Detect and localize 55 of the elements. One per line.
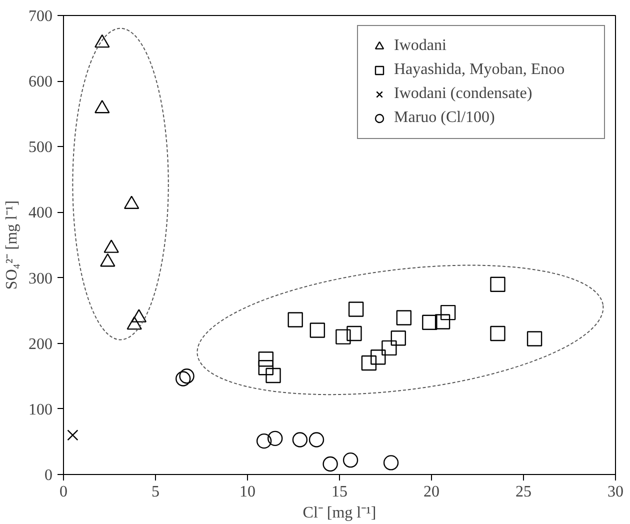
point [361, 355, 377, 371]
point [100, 253, 116, 267]
point [440, 304, 456, 320]
point [266, 368, 281, 384]
legend-label: Maruo (Cl/100) [394, 109, 496, 127]
x-tick-label: 10 [240, 484, 256, 500]
point [268, 430, 283, 446]
point [490, 276, 506, 292]
point [310, 322, 326, 338]
point [176, 371, 191, 386]
point [258, 351, 274, 367]
point [292, 432, 308, 448]
point [308, 432, 324, 448]
y-tick-label: 0 [44, 467, 52, 484]
x-tick-label: 25 [516, 484, 532, 500]
x-tick-label: 20 [424, 484, 440, 500]
point [336, 329, 351, 344]
point [256, 433, 272, 449]
y-axis-title: SO₄²⁻ [mg l⁻¹] [4, 200, 20, 290]
point [396, 310, 412, 326]
point [67, 430, 78, 441]
y-tick-label: 300 [28, 270, 52, 288]
point [346, 326, 362, 342]
point [322, 456, 338, 472]
point [348, 302, 364, 317]
point [258, 360, 274, 376]
y-tick-label: 200 [28, 336, 52, 353]
point [288, 312, 303, 328]
x-tick-label: 15 [332, 484, 348, 500]
y-tick-label: 600 [28, 74, 52, 91]
y-tick-label: 400 [28, 204, 52, 222]
point [383, 455, 399, 470]
x-axis-title: Cl⁻ [mg l⁻¹] [302, 504, 376, 522]
point [124, 196, 140, 209]
legend-label: Hayashida, Myoban, Enoo [394, 61, 566, 79]
y-tick-label: 500 [28, 139, 52, 156]
y-tick-label: 100 [28, 401, 52, 418]
point [370, 350, 386, 365]
point [94, 100, 110, 114]
point [422, 314, 438, 330]
point [434, 314, 450, 330]
x-tick-label: 5 [152, 484, 160, 500]
point [94, 34, 110, 48]
point [179, 368, 194, 384]
x-tick-label: 0 [60, 484, 68, 500]
point [490, 326, 506, 342]
point [382, 340, 397, 356]
x-tick-label: 30 [608, 484, 624, 500]
point [390, 330, 406, 346]
point [526, 331, 542, 346]
point [342, 452, 358, 468]
y-tick-label: 700 [28, 8, 52, 25]
point [104, 240, 119, 253]
legend-label: Iwodani (condensate) [394, 85, 534, 103]
legend-label: Iwodani [394, 37, 448, 55]
